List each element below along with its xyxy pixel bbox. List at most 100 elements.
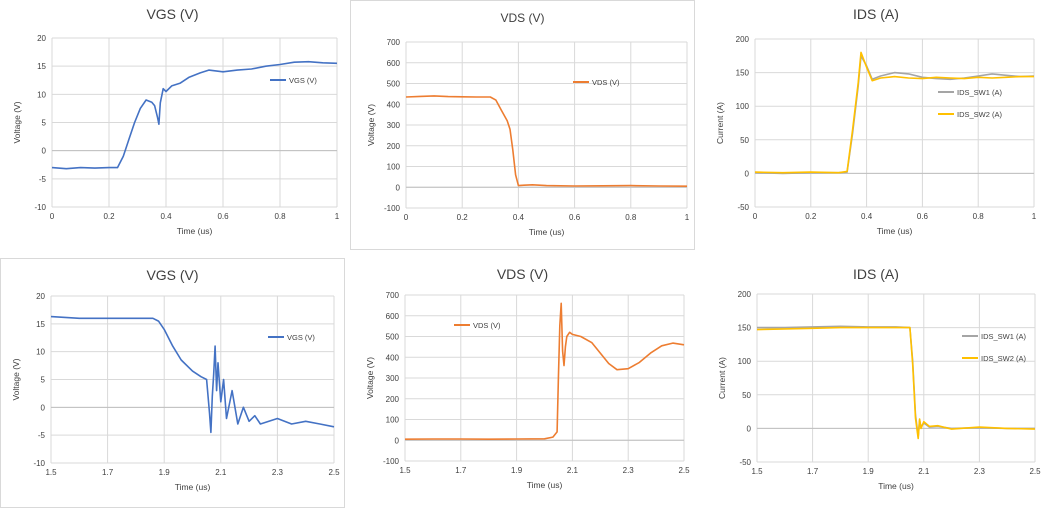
x-tick-label: 1 bbox=[1032, 212, 1037, 221]
legend-label: VGS (V) bbox=[289, 76, 317, 85]
y-tick-label: 10 bbox=[36, 348, 45, 357]
chart-panel-1: VGS (V) -10 -5 0 5 10 15 20 0 0.2 0.4 0.6 0.8 1 Time (… bbox=[0, 0, 345, 240]
x-axis-label: Time (us) bbox=[529, 227, 565, 237]
chart-title: IDS (A) bbox=[853, 6, 899, 22]
y-tick-label: 0 bbox=[396, 183, 401, 192]
x-tick-label: 1.7 bbox=[102, 468, 114, 477]
x-tick-label: 1.9 bbox=[159, 468, 171, 477]
chart-svg: -50 0 50 100 150 200 0 0.2 0.4 0.6 0.8 1 Time (us) Cu… bbox=[715, 35, 1037, 236]
y-tick-label: 400 bbox=[387, 100, 401, 109]
chart-title: VDS (V) bbox=[496, 266, 549, 282]
y-tick-label: 200 bbox=[386, 395, 400, 404]
chart-svg: -10 -5 0 5 10 15 20 0 0.2 0.4 0.6 0.8 1 Time (us) Volt… bbox=[12, 34, 340, 236]
x-tick-label: 1.7 bbox=[455, 466, 467, 475]
x-tick-label: 2.3 bbox=[623, 466, 635, 475]
x-tick-label: 2.5 bbox=[328, 468, 340, 477]
y-tick-label: 100 bbox=[738, 357, 752, 366]
y-tick-label: 50 bbox=[740, 136, 749, 145]
x-tick-label: 2.1 bbox=[567, 466, 579, 475]
legend-label: IDS_SW2 (A) bbox=[981, 354, 1027, 363]
y-tick-label: 0 bbox=[42, 147, 47, 156]
y-axis-label: Voltage (V) bbox=[365, 357, 375, 399]
y-tick-label: -10 bbox=[34, 203, 46, 212]
y-tick-label: 500 bbox=[387, 80, 401, 89]
x-tick-label: 0.8 bbox=[274, 212, 286, 221]
chart-panel-5: VDS (V) -100 0 100 200 300 400 500 600 700 1.5 1.7 1… bbox=[350, 258, 695, 508]
y-axis-label: Voltage (V) bbox=[366, 104, 376, 146]
chart-title: VGS (V) bbox=[146, 267, 199, 283]
x-tick-label: 0 bbox=[404, 213, 409, 222]
x-tick-label: 1.5 bbox=[45, 468, 57, 477]
chart-panel-3: IDS (A) -50 0 50 100 150 200 0 0.2 0.4 0.6 0.8 1 Time… bbox=[700, 0, 1052, 245]
x-tick-label: 1.9 bbox=[511, 466, 523, 475]
y-tick-label: 700 bbox=[387, 38, 401, 47]
y-tick-label: 300 bbox=[387, 121, 401, 130]
y-tick-label: 20 bbox=[36, 292, 45, 301]
x-tick-label: 2.3 bbox=[974, 467, 986, 476]
y-axis-label: Current (A) bbox=[715, 102, 725, 144]
x-tick-label: 1.9 bbox=[863, 467, 875, 476]
x-tick-label: 0.2 bbox=[805, 212, 817, 221]
y-tick-label: 15 bbox=[37, 62, 46, 71]
legend-label: VDS (V) bbox=[592, 78, 620, 87]
y-tick-label: -50 bbox=[739, 458, 751, 467]
y-tick-label: 700 bbox=[386, 291, 400, 300]
x-tick-label: 0.4 bbox=[513, 213, 525, 222]
y-tick-label: -100 bbox=[384, 204, 401, 213]
x-axis-label: Time (us) bbox=[527, 480, 563, 490]
chart-svg: -50 0 50 100 150 200 1.5 1.7 1.9 2.1 2.3 2.5 Time (u… bbox=[717, 290, 1041, 491]
legend-label: IDS_SW1 (A) bbox=[981, 332, 1027, 341]
series-line-2 bbox=[756, 326, 1036, 440]
series-line-1 bbox=[50, 315, 335, 434]
y-tick-label: 10 bbox=[37, 90, 46, 99]
x-tick-label: 0.8 bbox=[625, 213, 637, 222]
x-tick-label: 1 bbox=[335, 212, 340, 221]
y-tick-label: 0 bbox=[745, 169, 750, 178]
series-line-2 bbox=[754, 51, 1034, 174]
chart-panel-4: VGS (V) -10 -5 0 5 10 15 20 1.5 1.7 1.9 2.1 2.3 2.5 Ti… bbox=[0, 258, 345, 508]
series-line-1 bbox=[51, 60, 338, 170]
x-tick-label: 2.1 bbox=[918, 467, 930, 476]
x-tick-label: 0.4 bbox=[160, 212, 172, 221]
x-tick-label: 2.3 bbox=[272, 468, 284, 477]
x-tick-label: 2.5 bbox=[1029, 467, 1041, 476]
legend-label: IDS_SW1 (A) bbox=[957, 88, 1003, 97]
y-tick-label: 150 bbox=[738, 324, 752, 333]
y-tick-label: 5 bbox=[42, 119, 47, 128]
chart-panel-2: VDS (V) -100 0 100 200 300 400 500 600 700 0 0.2 0.4… bbox=[350, 0, 695, 250]
series-line-1 bbox=[404, 302, 685, 440]
y-tick-label: 15 bbox=[36, 320, 45, 329]
y-tick-label: 200 bbox=[736, 35, 750, 44]
y-tick-label: 200 bbox=[387, 142, 401, 151]
y-tick-label: 150 bbox=[736, 69, 750, 78]
y-tick-label: 300 bbox=[386, 374, 400, 383]
y-tick-label: -100 bbox=[383, 457, 400, 466]
y-tick-label: -5 bbox=[39, 175, 47, 184]
chart-title: VGS (V) bbox=[146, 6, 199, 22]
x-tick-label: 0.2 bbox=[103, 212, 115, 221]
x-axis-label: Time (us) bbox=[878, 481, 914, 491]
y-axis-label: Current (A) bbox=[717, 357, 727, 399]
x-axis-label: Time (us) bbox=[175, 482, 211, 492]
x-tick-label: 0.6 bbox=[217, 212, 229, 221]
x-axis-label: Time (us) bbox=[177, 226, 213, 236]
y-tick-label: 0 bbox=[747, 424, 752, 433]
y-tick-label: 5 bbox=[41, 376, 46, 385]
x-tick-label: 0 bbox=[753, 212, 758, 221]
legend-label: VGS (V) bbox=[287, 333, 315, 342]
x-tick-label: 2.5 bbox=[678, 466, 690, 475]
x-tick-label: 1.5 bbox=[399, 466, 411, 475]
y-tick-label: 20 bbox=[37, 34, 46, 43]
y-tick-label: -50 bbox=[737, 203, 749, 212]
x-tick-label: 0.6 bbox=[569, 213, 581, 222]
chart-svg: -100 0 100 200 300 400 500 600 700 1.5 1.7 1.9 2.1 2.… bbox=[365, 291, 690, 490]
y-axis-label: Voltage (V) bbox=[11, 358, 21, 400]
x-tick-label: 0.6 bbox=[917, 212, 929, 221]
series-line-1 bbox=[757, 325, 1035, 438]
y-tick-label: 50 bbox=[742, 391, 751, 400]
y-tick-label: 100 bbox=[386, 416, 400, 425]
y-tick-label: 0 bbox=[41, 403, 46, 412]
x-tick-label: 2.1 bbox=[215, 468, 227, 477]
y-tick-label: 100 bbox=[387, 163, 401, 172]
